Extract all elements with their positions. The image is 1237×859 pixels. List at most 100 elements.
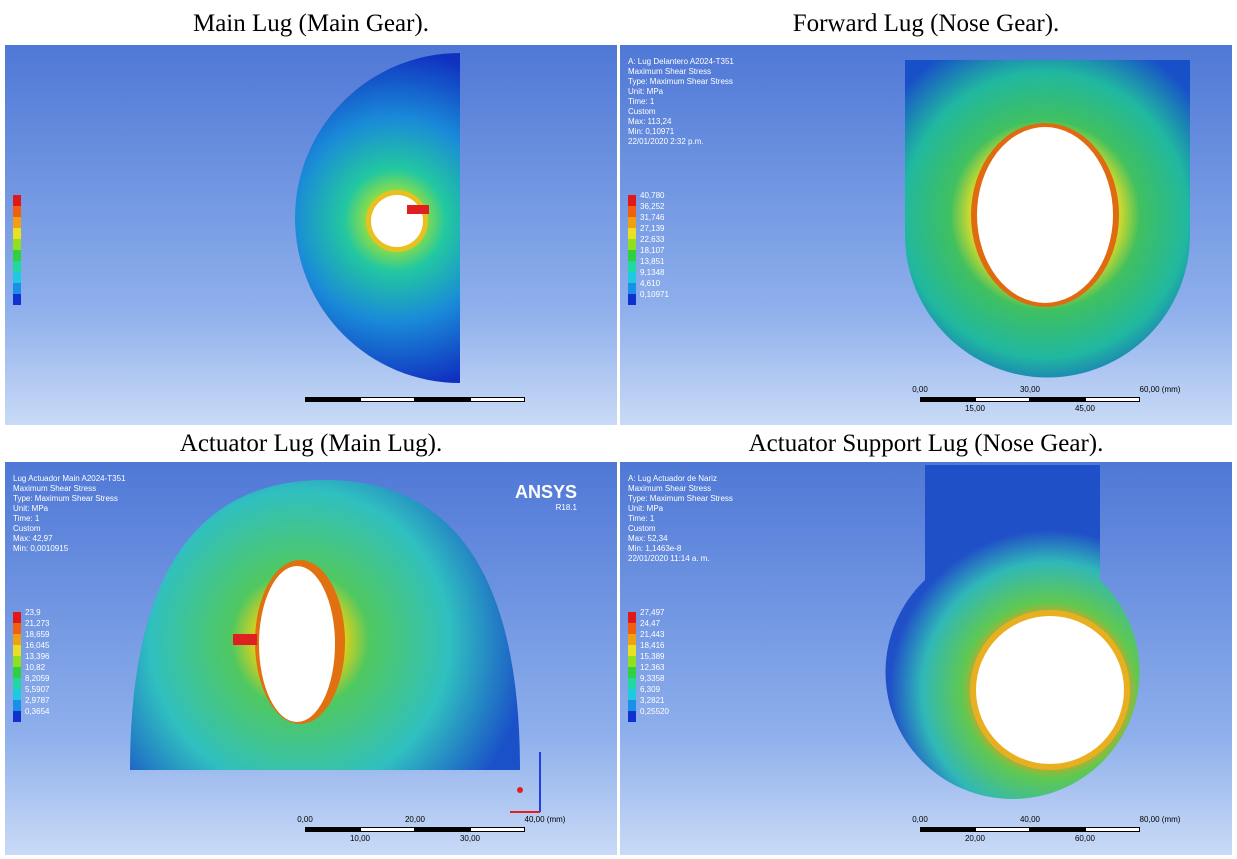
info-line: Type: Maximum Shear Stress xyxy=(628,77,733,87)
version: R18.1 xyxy=(515,500,577,516)
legend-label: 0,10971 xyxy=(640,290,669,299)
legend-label: 10,82 xyxy=(25,663,45,672)
legend-label: 36,252 xyxy=(640,202,664,211)
legend-label: 3,2821 xyxy=(640,696,664,705)
info-line: Unit: MPa xyxy=(13,504,48,514)
legend-label: 27,139 xyxy=(640,224,664,233)
legend-label: 2,9787 xyxy=(25,696,49,705)
scale-segment xyxy=(415,827,470,832)
legend-swatch xyxy=(13,645,21,656)
scale-segment xyxy=(1030,397,1085,402)
legend-label: 18,659 xyxy=(25,630,49,639)
scale-segment xyxy=(305,827,360,832)
scale-segment xyxy=(975,827,1030,832)
scale-segment xyxy=(415,397,470,402)
scale-segment xyxy=(1030,827,1085,832)
scale-segment xyxy=(1085,827,1140,832)
scale-label: 0,00 xyxy=(297,815,313,824)
scale-label: 45,00 xyxy=(1075,404,1095,413)
figure: Main Lug (Main Gear). Forward Lug (Nose … xyxy=(0,0,1237,859)
panel-title: Actuator Lug (Main Lug). xyxy=(5,430,617,458)
legend-swatch xyxy=(628,689,636,700)
legend-swatch xyxy=(13,261,21,272)
info-line: Time: 1 xyxy=(628,514,654,524)
legend-label: 31,746 xyxy=(640,213,664,222)
legend-swatch xyxy=(13,711,21,722)
info-line: Lug Actuador Main A2024-T351 xyxy=(13,474,126,484)
scale-segment xyxy=(920,827,975,832)
info-line: Custom xyxy=(13,524,41,534)
info-line: Max: 42,97 xyxy=(13,534,53,544)
legend-swatch xyxy=(628,656,636,667)
legend-swatch xyxy=(13,250,21,261)
legend-label: 6,309 xyxy=(640,685,660,694)
legend-swatch xyxy=(628,228,636,239)
legend-swatch xyxy=(13,678,21,689)
legend-swatch xyxy=(628,645,636,656)
legend-swatch xyxy=(13,217,21,228)
legend-label: 24,47 xyxy=(640,619,660,628)
info-line: Maximum Shear Stress xyxy=(13,484,96,494)
legend-label: 15,389 xyxy=(640,652,664,661)
info-line: Time: 1 xyxy=(13,514,39,524)
legend-swatch xyxy=(13,612,21,623)
info-line: Min: 0,10971 xyxy=(628,127,674,137)
scale-label: 30,00 xyxy=(460,834,480,843)
info-line: Time: 1 xyxy=(628,97,654,107)
info-line: Custom xyxy=(628,524,656,534)
scale-label: 0,00 xyxy=(912,815,928,824)
legend-swatch xyxy=(628,272,636,283)
scale-label: 10,00 xyxy=(350,834,370,843)
scale-label: 15,00 xyxy=(965,404,985,413)
scale-label: 40,00 xyxy=(1020,815,1040,824)
legend-swatch xyxy=(628,667,636,678)
simulation-view xyxy=(5,45,617,425)
scale-segment xyxy=(470,397,525,402)
legend-swatch xyxy=(628,700,636,711)
legend-label: 27,497 xyxy=(640,608,664,617)
legend-swatch xyxy=(13,195,21,206)
scale-label: 60,00 xyxy=(1075,834,1095,843)
legend-swatch xyxy=(628,239,636,250)
scale-label: 60,00 (mm) xyxy=(1140,385,1181,394)
info-line: 22/01/2020 2:32 p.m. xyxy=(628,137,704,147)
scale-segment xyxy=(1085,397,1140,402)
scale-segment xyxy=(360,827,415,832)
legend-swatch xyxy=(628,612,636,623)
info-line: Max: 113,24 xyxy=(628,117,671,127)
info-line: 22/01/2020 11:14 a. m. xyxy=(628,554,710,564)
info-line: Min: 1,1463e-8 xyxy=(628,544,681,554)
scale-segment xyxy=(470,827,525,832)
panel-title: Main Lug (Main Gear). xyxy=(5,10,617,38)
legend-label: 40,780 xyxy=(640,191,664,200)
scale-label: 30,00 xyxy=(1020,385,1040,394)
scale-segment xyxy=(305,397,360,402)
legend-label: 21,273 xyxy=(25,619,49,628)
legend-swatch xyxy=(13,700,21,711)
legend-swatch xyxy=(628,623,636,634)
legend-swatch xyxy=(628,195,636,206)
legend-swatch xyxy=(13,656,21,667)
legend-swatch xyxy=(628,261,636,272)
legend-label: 23,9 xyxy=(25,608,41,617)
legend-label: 13,851 xyxy=(640,257,664,266)
legend-swatch xyxy=(13,206,21,217)
legend-swatch xyxy=(13,294,21,305)
legend-swatch xyxy=(13,228,21,239)
legend-swatch xyxy=(13,634,21,645)
scale-label: 0,00 xyxy=(912,385,928,394)
model xyxy=(620,462,1232,855)
legend-swatch xyxy=(13,283,21,294)
scale-segment xyxy=(360,397,415,402)
model xyxy=(5,45,617,425)
legend-swatch xyxy=(628,206,636,217)
legend-label: 4,610 xyxy=(640,279,660,288)
legend-swatch xyxy=(13,623,21,634)
legend-swatch xyxy=(628,711,636,722)
scale-label: 20,00 xyxy=(965,834,985,843)
info-line: Max: 52,34 xyxy=(628,534,668,544)
legend-label: 9,3358 xyxy=(640,674,664,683)
